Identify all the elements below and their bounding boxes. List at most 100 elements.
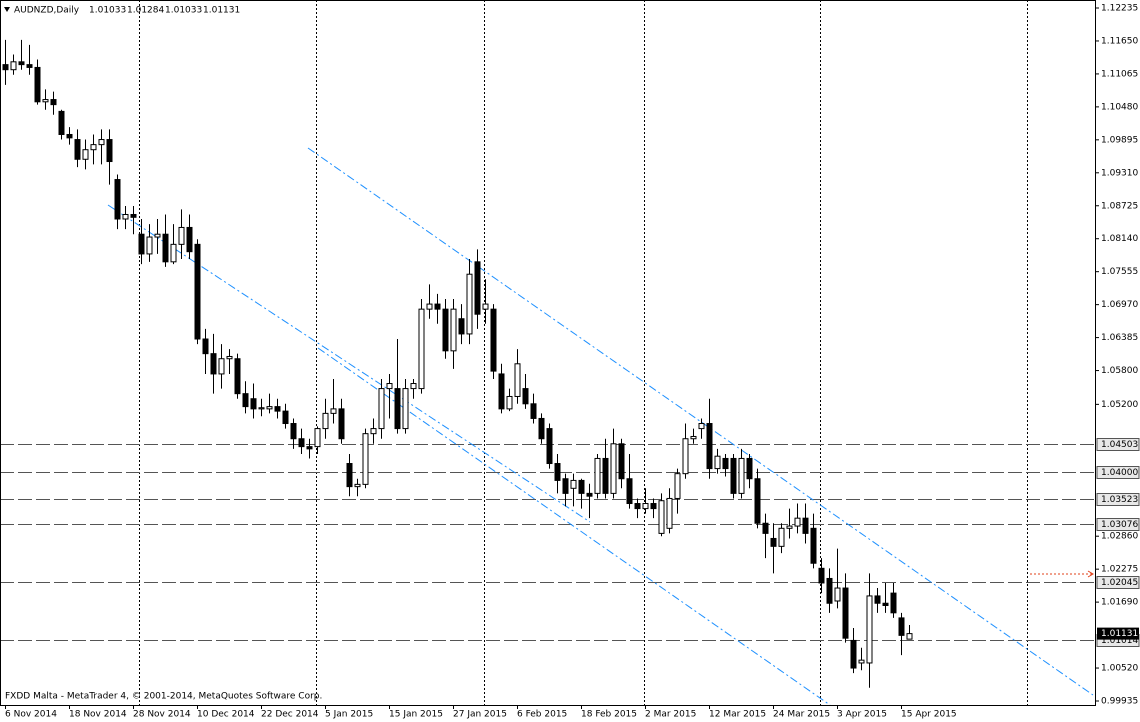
x-tick-label: 18 Feb 2015 [581, 710, 637, 720]
x-tick-label: 2 Mar 2015 [645, 710, 696, 720]
candle-body [338, 408, 345, 440]
candle-body [634, 503, 641, 510]
x-tick-label: 5 Jan 2015 [325, 710, 373, 720]
candle-body [562, 478, 569, 494]
candle-body [682, 438, 689, 475]
candle-body [242, 393, 249, 408]
candle-body [538, 417, 545, 440]
candle-body [522, 388, 529, 405]
candle-body [194, 243, 201, 340]
candle-body [602, 457, 609, 494]
x-tick-label: 27 Jan 2015 [453, 710, 507, 720]
candle-body [26, 64, 33, 68]
y-tick-label: 1.08725 [1101, 201, 1138, 211]
y-tick-label: 1.02275 [1101, 565, 1138, 575]
candle-body [314, 428, 321, 448]
candle-body [306, 446, 313, 450]
candle-body [594, 457, 601, 494]
candle-body [266, 406, 273, 410]
candle-body [250, 398, 257, 410]
level-label: 1.03523 [1101, 495, 1138, 505]
level-label-box [1096, 518, 1140, 531]
symbol-title: AUDNZD,Daily [14, 6, 80, 16]
candle-body [570, 479, 577, 489]
candle-body [218, 358, 225, 375]
candle-body [850, 639, 857, 669]
candle-body [10, 61, 17, 71]
y-tick-label: 1.09310 [1101, 168, 1138, 178]
y-tick-label: 1.01690 [1101, 598, 1138, 608]
candle-body [866, 595, 873, 664]
candle-body [66, 133, 73, 139]
x-tick-label: 28 Nov 2014 [133, 710, 191, 720]
candle-body [466, 273, 473, 335]
candle-body [138, 233, 145, 255]
candle-body [178, 226, 185, 245]
candle-body [722, 457, 729, 470]
candle-body [106, 139, 113, 163]
candle-body [794, 517, 801, 527]
level-label-box [1096, 493, 1140, 506]
candle-body [498, 373, 505, 410]
candle-body [834, 587, 841, 602]
x-tick-label: 6 Nov 2014 [5, 710, 57, 720]
trend-lines [107, 147, 1094, 706]
candle-body [50, 99, 57, 106]
candle-body [354, 483, 361, 488]
candle-body [162, 233, 169, 263]
y-tick-label: 1.08140 [1101, 234, 1138, 244]
x-tick-label: 18 Nov 2014 [69, 710, 127, 720]
candle-body [754, 478, 761, 524]
candle-body [650, 503, 657, 510]
x-tick-label: 12 Mar 2015 [709, 710, 766, 720]
candle-body [442, 308, 449, 352]
level-label: 1.01014 [1101, 636, 1138, 646]
candle-body [762, 522, 769, 534]
y-tick-label: 1.09895 [1101, 135, 1138, 145]
alert-arrow [1030, 570, 1094, 578]
x-tick-label: 3 Apr 2015 [837, 710, 887, 720]
candles [2, 39, 913, 688]
candle-body [858, 659, 865, 664]
candle-body [698, 423, 705, 430]
level-label: 1.02045 [1101, 578, 1138, 588]
candle-body [322, 412, 329, 430]
candle-body [546, 428, 553, 465]
candle-body [554, 463, 561, 481]
candle-body [370, 428, 377, 435]
y-tick-label: 1.12235 [1101, 4, 1138, 14]
candle-body [514, 363, 521, 397]
header-high: 1.01284 [127, 6, 164, 16]
level-label: 1.03076 [1101, 520, 1138, 530]
candle-body [410, 383, 417, 390]
candle-body [98, 139, 105, 146]
x-tick-label: 22 Dec 2014 [261, 710, 319, 720]
y-tick-label: 1.10480 [1101, 102, 1138, 112]
candle-body [362, 433, 369, 485]
footer: FXDD Malta - MetaTrader 4, © 2001-2014, … [5, 692, 322, 702]
candle-body [738, 457, 745, 494]
candle-body [418, 308, 425, 390]
y-tick-label: 0.99935 [1101, 697, 1138, 707]
candle-body [226, 355, 233, 360]
candle-body [154, 233, 161, 238]
candle-body [810, 527, 817, 564]
candle-body [58, 110, 65, 135]
candle-body [74, 139, 81, 160]
header: AUDNZD,Daily 1.01033 1.01284 1.01033 1.0… [4, 6, 240, 16]
candle-body [778, 527, 785, 547]
y-tick-label: 1.11650 [1101, 36, 1138, 46]
candle-body [82, 149, 89, 160]
candle-body [394, 388, 401, 430]
candle-body [658, 500, 665, 534]
candle-body [890, 592, 897, 614]
y-tick-label: 1.02860 [1101, 532, 1138, 542]
candle-body [674, 473, 681, 499]
candle-body [482, 303, 489, 310]
candle-body [378, 388, 385, 430]
level-label: 1.04503 [1101, 440, 1138, 450]
candle-body [882, 602, 889, 607]
